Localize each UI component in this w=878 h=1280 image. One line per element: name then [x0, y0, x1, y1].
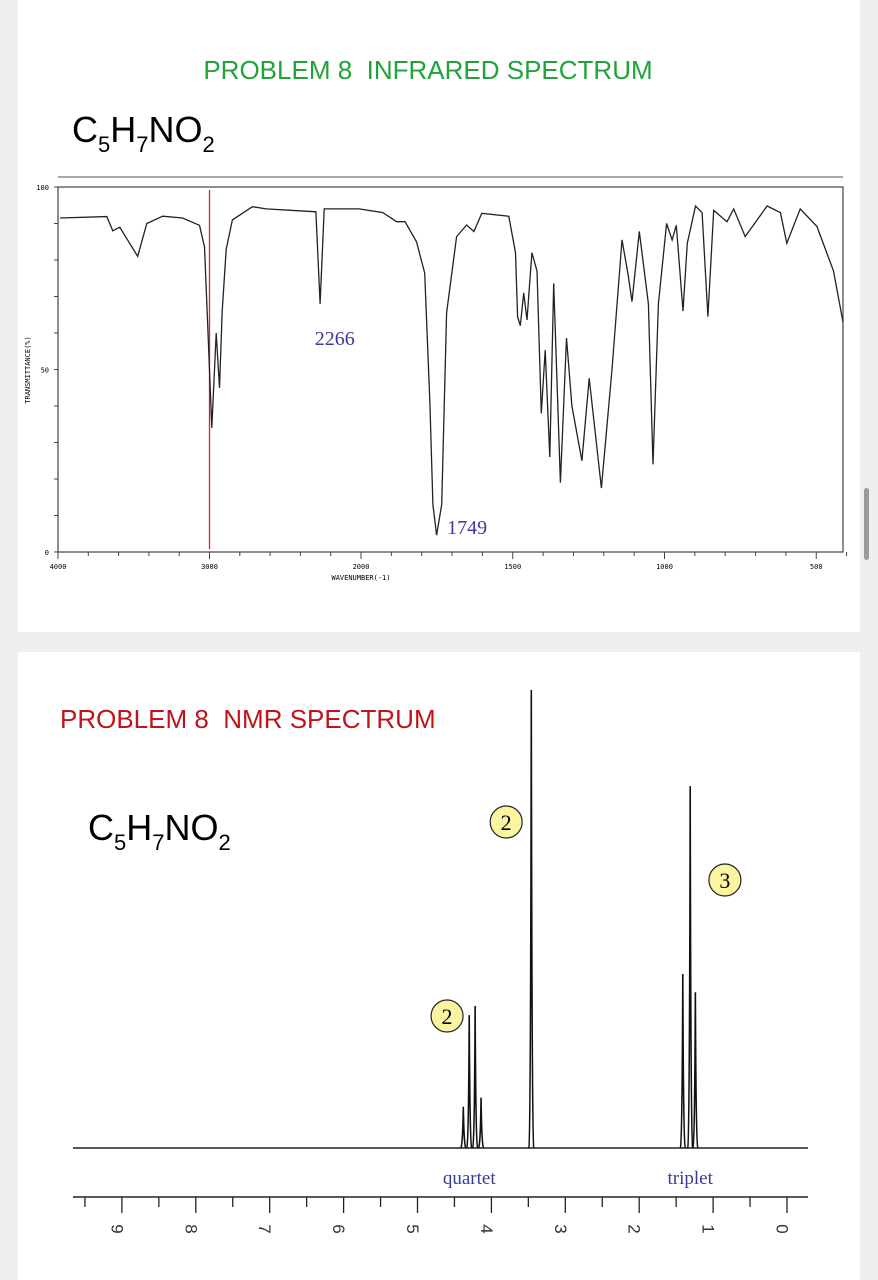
ir-spectrum-panel [18, 0, 860, 632]
ir-y-label: TRANSMITTANCE(%) [24, 336, 32, 403]
ir-chart: PROBLEM 8 INFRARED SPECTRUM C5H7NO2 4000… [24, 55, 848, 582]
nmr-peak [528, 689, 535, 1149]
ir-x-label: WAVENUMBER(-1) [331, 574, 390, 582]
nmr-peak [460, 1106, 467, 1149]
ir-x-tick-label: 4000 [50, 563, 67, 571]
ir-series-line [59, 204, 844, 536]
nmr-x-tick-label: 1 [699, 1224, 718, 1233]
nmr-peak [471, 1006, 479, 1149]
nmr-x-tick-label: 9 [107, 1224, 126, 1233]
nmr-x-tick-label: 3 [551, 1224, 570, 1233]
nmr-annotation-quartet: quartet [443, 1168, 496, 1189]
nmr-x-tick-label: 8 [181, 1224, 200, 1233]
nmr-annotation-triplet: triplet [667, 1168, 713, 1189]
nmr-chart: PROBLEM 8 NMR SPECTRUM C5H7NO2 9 8 7 6 5 4 3 2 1… [60, 689, 808, 1234]
ir-x-tick-label: 3000 [201, 563, 218, 571]
ir-plot-frame [57, 186, 844, 553]
nmr-peak [465, 1015, 473, 1149]
nmr-x-tick-label: 6 [329, 1224, 348, 1233]
integration-badge: 3 [708, 863, 742, 897]
ir-formula: C5H7NO2 [72, 109, 215, 157]
ir-x-tick-label: 1000 [656, 563, 673, 571]
integration-value: 3 [719, 868, 730, 893]
scrollbar[interactable] [864, 488, 869, 560]
ir-y-tick-label: 100 [36, 184, 49, 192]
nmr-spectrum-panel [18, 652, 860, 1280]
ir-y-tick-label: 0 [45, 549, 49, 557]
ir-title: PROBLEM 8 INFRARED SPECTRUM [203, 55, 652, 85]
ir-annotation-1749: 1749 [447, 517, 487, 539]
nmr-x-tick-label: 5 [403, 1224, 422, 1233]
nmr-x-tick-label: 0 [773, 1224, 792, 1233]
nmr-x-tick-label: 4 [477, 1224, 496, 1233]
ir-y-tick-label: 50 [41, 367, 49, 375]
nmr-title: PROBLEM 8 NMR SPECTRUM [60, 704, 436, 734]
nmr-x-tick-label: 7 [255, 1224, 274, 1233]
nmr-formula: C5H7NO2 [88, 807, 231, 855]
ir-x-tick-label: 1500 [504, 563, 521, 571]
nmr-peak [477, 1097, 485, 1149]
nmr-x-tick-label: 2 [625, 1224, 644, 1233]
integration-value: 2 [442, 1004, 453, 1029]
integration-badge: 2 [489, 805, 523, 839]
nmr-peak [692, 992, 699, 1149]
ir-x-tick-label: 500 [810, 563, 823, 571]
ir-annotation-2266: 2266 [315, 328, 355, 350]
integration-badge: 2 [430, 999, 464, 1033]
nmr-peak [679, 973, 687, 1149]
integration-value: 2 [501, 810, 512, 835]
nmr-peak [686, 786, 694, 1149]
ir-x-tick-label: 2000 [353, 563, 370, 571]
